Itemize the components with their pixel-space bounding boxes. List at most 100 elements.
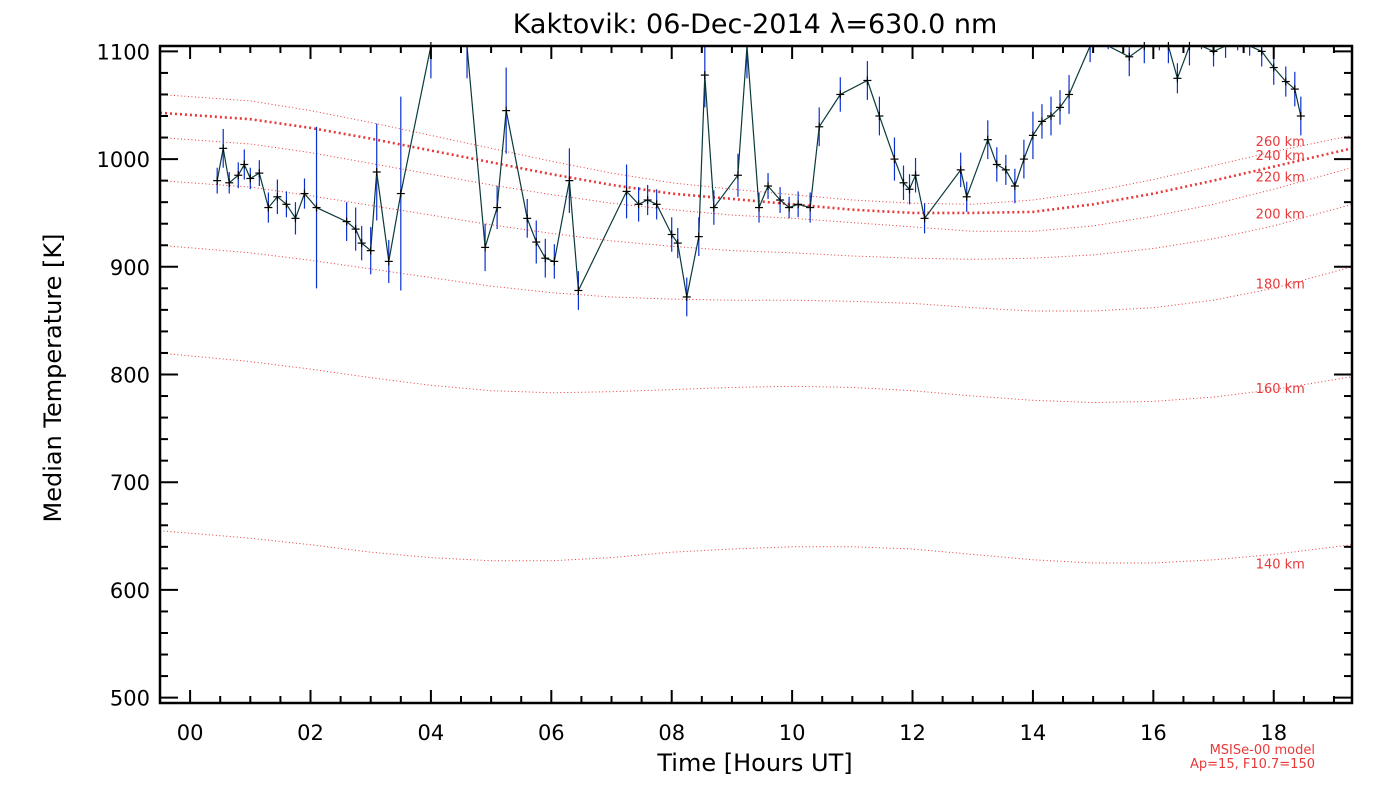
altitude-label-260-km: 260 km (1256, 135, 1305, 150)
altitude-label-240-km: 240 km (1256, 149, 1305, 164)
data-point (366, 246, 375, 255)
y-tick-label: 1100 (97, 40, 150, 64)
data-point (899, 178, 908, 187)
data-point (890, 155, 899, 164)
data-point (1056, 103, 1065, 112)
y-tick-label: 600 (110, 579, 150, 603)
data-point (219, 144, 228, 153)
data-point (1010, 182, 1019, 191)
data-point (1281, 77, 1290, 86)
data-point (300, 189, 309, 198)
data-point (682, 292, 691, 301)
y-tick-label: 800 (110, 364, 150, 388)
data-point (1290, 85, 1299, 94)
data-point (785, 203, 794, 212)
data-point (709, 203, 718, 212)
altitude-label-220-km: 220 km (1256, 171, 1305, 186)
data-point (502, 106, 511, 115)
model-curve-140-km (159, 530, 1353, 564)
data-point (1037, 117, 1046, 126)
x-tick-label: 08 (658, 721, 685, 745)
data-point (532, 238, 541, 247)
data-point (776, 196, 785, 205)
data-point (905, 185, 914, 194)
chart-title: Kaktovik: 06-Dec-2014 λ=630.0 nm (513, 9, 998, 40)
data-point (255, 169, 264, 178)
data-point (574, 286, 583, 295)
data-point (357, 239, 366, 248)
data-point (1028, 131, 1037, 140)
data-point (622, 187, 631, 196)
axes: 00 02 04 06 08 10 12 14 16 18 500 600 700 800 900 1000 1… (97, 40, 1354, 745)
data-point (1296, 112, 1305, 121)
data-point (836, 90, 845, 99)
data-point (667, 230, 676, 239)
data-point (342, 217, 351, 226)
data-point (523, 214, 532, 223)
data-point (863, 76, 872, 85)
altitude-label-180-km: 180 km (1256, 277, 1305, 292)
data-point (962, 192, 971, 201)
y-tick-label: 1000 (97, 148, 150, 172)
data-point (234, 171, 243, 180)
data-point (384, 257, 393, 266)
altitude-label-160-km: 160 km (1256, 382, 1305, 397)
model-curves (159, 94, 1353, 564)
model-curve-180-km (159, 244, 1353, 312)
data-point (372, 168, 381, 177)
x-tick-label: 00 (177, 721, 204, 745)
model-curve-220-km (159, 137, 1353, 232)
data-point (911, 171, 920, 180)
data-point (213, 176, 222, 185)
data-point (264, 203, 273, 212)
data-point (755, 203, 764, 212)
x-tick-label: 16 (1140, 721, 1167, 745)
data-point (312, 203, 321, 212)
y-axis-label: Median Temperature [K] (39, 233, 67, 522)
data-point (794, 200, 803, 209)
data-point (282, 200, 291, 209)
data-point (246, 174, 255, 183)
data-point (764, 182, 773, 191)
data-point (733, 171, 742, 180)
x-tick-label: 04 (418, 721, 445, 745)
data-point (634, 200, 643, 209)
model-annotation-line2: Ap=15, F10.7=150 (1190, 757, 1315, 772)
data-point (983, 135, 992, 144)
y-tick-label: 500 (110, 687, 150, 711)
model-curve-160-km (159, 352, 1353, 404)
x-tick-label: 14 (1020, 721, 1047, 745)
data-point (1269, 63, 1278, 72)
data-point (920, 214, 929, 223)
data-point (351, 225, 360, 234)
data-point (1125, 52, 1134, 61)
data-point (875, 112, 884, 121)
data-point (1173, 74, 1182, 83)
plot-frame (158, 44, 1354, 705)
data-point (992, 160, 1001, 169)
data-point (673, 239, 682, 248)
data-point (956, 165, 965, 174)
data-point (541, 254, 550, 263)
observed-error-bars (216, 46, 1302, 317)
data-point (240, 160, 249, 169)
altitude-label-200-km: 200 km (1256, 207, 1305, 222)
data-point (1001, 165, 1010, 174)
model-curve-200-km (159, 180, 1353, 260)
data-point (1065, 90, 1074, 99)
x-tick-label: 18 (1260, 721, 1287, 745)
data-point (1257, 47, 1266, 56)
data-point (550, 257, 559, 266)
data-point (806, 203, 815, 212)
model-curve-260-km (159, 94, 1353, 205)
data-point (694, 232, 703, 241)
data-point (1019, 155, 1028, 164)
data-point (1046, 112, 1055, 121)
observed-markers (213, 42, 1305, 301)
altitude-label-140-km: 140 km (1256, 557, 1305, 572)
observed-series-line (216, 45, 1302, 298)
data-point (225, 178, 234, 187)
